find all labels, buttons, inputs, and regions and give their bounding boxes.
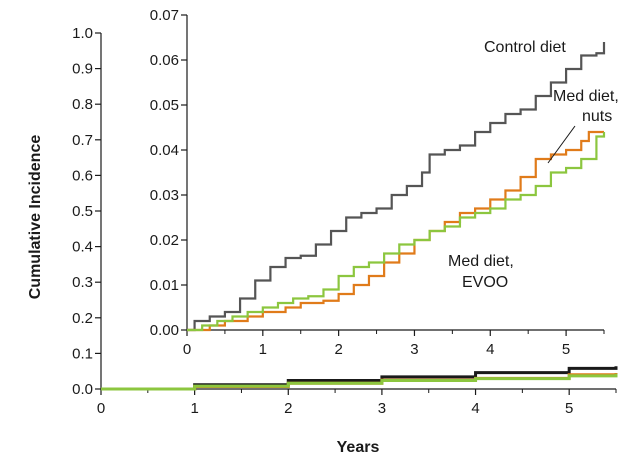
main-x-tick-label: 2 <box>284 400 292 417</box>
inset-x-tick-label: 5 <box>562 341 570 358</box>
main-y-tick-label: 0.6 <box>72 167 93 184</box>
main-series-med-diet-evoo <box>101 373 618 391</box>
annotation-med-diet-evoo-line2: EVOO <box>462 274 508 291</box>
main-y-tick-label: 0.3 <box>72 274 93 291</box>
main-x-tick-label: 1 <box>190 400 198 417</box>
inset-x-tick-label: 1 <box>259 341 267 358</box>
inset-y-tick-label: 0.00 <box>150 322 179 339</box>
main-y-tick-label: 0.7 <box>72 132 93 149</box>
inset-y-tick-label: 0.07 <box>150 7 179 24</box>
inset-series <box>187 42 606 332</box>
annotation-med-diet-evoo-line1: Med diet, <box>448 253 514 270</box>
x-axis-title: Years <box>337 439 380 456</box>
main-y-tick-label: 0.8 <box>72 96 93 113</box>
main-axes: 0 1 2 3 4 5 0.0 0.1 0.2 0.3 0.4 0.5 0.6 0.7 0.8 0.9 1.0 <box>72 25 617 417</box>
main-y-tick-label: 0.2 <box>72 310 93 327</box>
inset-y-tick-label: 0.06 <box>150 52 179 69</box>
inset-y-tick-label: 0.02 <box>150 232 179 249</box>
annotation-med-diet-nuts-line1: Med diet, <box>553 88 619 105</box>
main-x-tick-label: 0 <box>97 400 105 417</box>
inset-x-tick-label: 2 <box>334 341 342 358</box>
main-y-tick-label: 0.9 <box>72 61 93 78</box>
annotation-nuts-leader-line <box>547 125 576 164</box>
inset-axes: 0 1 2 3 4 5 0.00 0.01 0.02 0.03 0.04 0.05 0.06 0.07 <box>150 7 610 358</box>
inset-series-med-diet-evoo <box>187 132 606 332</box>
inset-x-tick-label: 3 <box>410 341 418 358</box>
inset-y-tick-label: 0.04 <box>150 142 179 159</box>
inset-y-tick-label: 0.01 <box>150 277 179 294</box>
main-y-tick-label: 0.0 <box>72 381 93 398</box>
main-x-tick-label: 3 <box>378 400 386 417</box>
annotation-control-diet: Control diet <box>484 39 566 56</box>
inset-series-med-diet-nuts <box>187 130 604 332</box>
main-x-tick-label: 4 <box>471 400 479 417</box>
inset-series-control-diet <box>187 42 606 332</box>
inset-x-tick-label: 4 <box>486 341 494 358</box>
main-y-tick-label: 1.0 <box>72 25 93 42</box>
inset-x-tick-label: 0 <box>183 341 191 358</box>
y-axis-title: Cumulative Incidence <box>27 135 44 300</box>
main-y-tick-label: 0.4 <box>72 239 93 256</box>
main-y-tick-label: 0.1 <box>72 345 93 362</box>
inset-y-tick-label: 0.03 <box>150 187 179 204</box>
annotation-med-diet-nuts-line2: nuts <box>582 108 612 125</box>
main-series <box>101 366 618 391</box>
main-x-tick-label: 5 <box>565 400 573 417</box>
inset-background <box>187 11 610 330</box>
main-y-tick-label: 0.5 <box>72 203 93 220</box>
inset-y-tick-label: 0.05 <box>150 97 179 114</box>
